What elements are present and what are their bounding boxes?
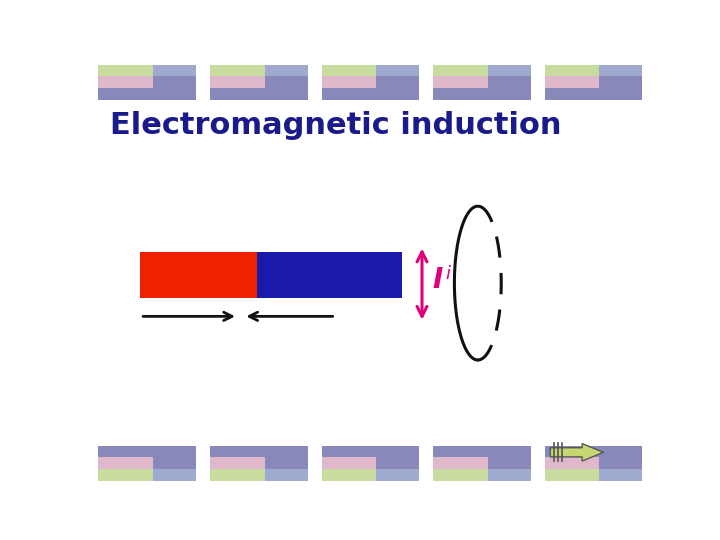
Bar <box>377 65 419 77</box>
Bar <box>433 65 488 77</box>
Bar <box>545 88 642 100</box>
Bar <box>322 77 377 88</box>
Bar <box>210 65 265 77</box>
Bar <box>153 65 196 77</box>
Bar <box>99 469 153 481</box>
Bar <box>322 446 419 457</box>
Bar <box>140 252 258 298</box>
Bar <box>322 457 377 469</box>
Bar <box>545 457 600 469</box>
Bar <box>600 469 642 481</box>
Bar <box>600 77 642 88</box>
Bar <box>153 469 196 481</box>
Bar <box>433 469 488 481</box>
Bar <box>322 469 377 481</box>
Bar <box>99 88 196 100</box>
Bar <box>488 77 531 88</box>
Bar <box>488 457 531 469</box>
Bar <box>265 65 307 77</box>
Text: I: I <box>432 266 442 294</box>
Bar <box>210 446 307 457</box>
Bar <box>258 252 402 298</box>
Bar <box>153 77 196 88</box>
Bar <box>377 77 419 88</box>
Bar <box>210 469 265 481</box>
Bar <box>322 65 377 77</box>
Bar <box>600 65 642 77</box>
Bar <box>99 457 153 469</box>
Bar <box>600 457 642 469</box>
Bar <box>377 457 419 469</box>
Text: Electromagnetic induction: Electromagnetic induction <box>109 111 562 140</box>
Bar <box>433 77 488 88</box>
Bar <box>545 77 600 88</box>
Bar <box>153 457 196 469</box>
Bar <box>210 457 265 469</box>
Bar <box>265 77 307 88</box>
Bar <box>99 446 196 457</box>
Bar <box>210 88 307 100</box>
Bar <box>433 446 531 457</box>
Bar <box>99 65 153 77</box>
Bar <box>210 77 265 88</box>
Bar <box>433 457 488 469</box>
Bar <box>265 457 307 469</box>
Bar <box>545 469 600 481</box>
Bar <box>545 446 642 457</box>
Bar <box>545 65 600 77</box>
Bar <box>265 469 307 481</box>
Bar <box>488 65 531 77</box>
Bar <box>322 88 419 100</box>
Text: i: i <box>446 265 451 283</box>
Bar <box>99 77 153 88</box>
Bar <box>488 469 531 481</box>
FancyArrow shape <box>550 443 603 461</box>
Bar <box>433 88 531 100</box>
Bar <box>377 469 419 481</box>
